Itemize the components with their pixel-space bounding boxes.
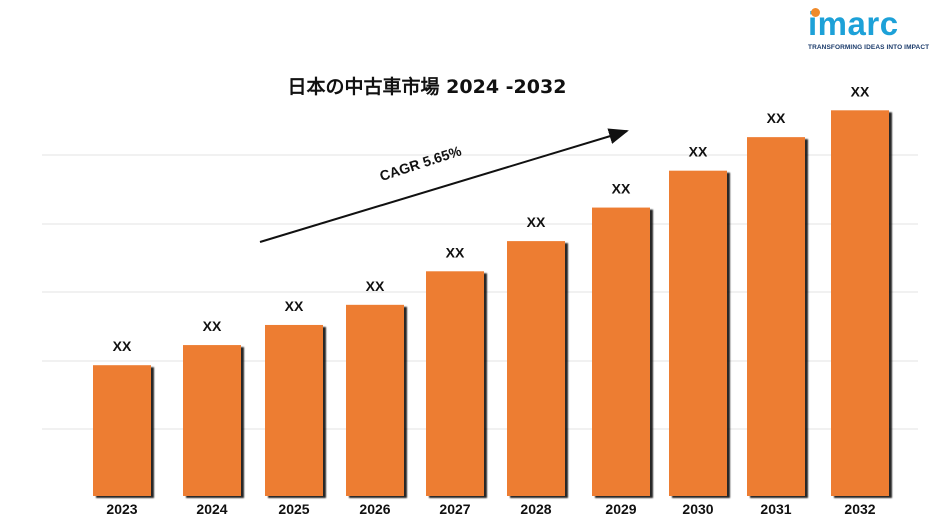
x-tick-2031: 2031 <box>760 501 791 517</box>
logo-dot <box>811 8 820 17</box>
data-labels: XX XX XX XX XX XX XX XX XX XX <box>113 83 870 354</box>
data-label-2023: XX <box>113 338 132 354</box>
chart-title: 日本の中古車市場 2024 -2032 <box>288 75 567 98</box>
x-tick-2028: 2028 <box>520 501 551 517</box>
data-label-2032: XX <box>851 83 870 99</box>
bar-2023 <box>93 365 151 496</box>
x-tick-2024: 2024 <box>196 501 227 517</box>
bar-2025 <box>265 324 323 496</box>
x-tick-2029: 2029 <box>605 501 636 517</box>
x-tick-2025: 2025 <box>278 501 309 517</box>
x-axis-ticks: 2023 2024 2025 2026 2027 2028 2029 2030 2031 2032 <box>106 501 875 517</box>
data-label-2028: XX <box>527 214 546 230</box>
cagr-arrow <box>259 128 629 243</box>
data-label-2025: XX <box>285 298 304 314</box>
data-label-2030: XX <box>689 144 708 160</box>
data-label-2029: XX <box>612 181 631 197</box>
bar-2024 <box>183 345 241 496</box>
cagr-annotation: CAGR 5.65% <box>378 142 464 184</box>
data-label-2031: XX <box>767 110 786 126</box>
bar-2030 <box>669 170 727 496</box>
bar-2031 <box>747 137 805 496</box>
bar-2027 <box>426 271 484 496</box>
x-tick-2027: 2027 <box>439 501 470 517</box>
logo-wordmark: imarc <box>808 5 899 42</box>
bar-2028 <box>507 241 565 496</box>
data-label-2026: XX <box>366 278 385 294</box>
bar-2026 <box>346 304 404 496</box>
x-tick-2023: 2023 <box>106 501 137 517</box>
data-label-2027: XX <box>446 244 465 260</box>
x-tick-2030: 2030 <box>682 501 713 517</box>
imarc-logo: imarc TRANSFORMING IDEAS INTO IMPACT <box>808 4 936 54</box>
data-label-2024: XX <box>203 318 222 334</box>
bar-2029 <box>592 207 650 497</box>
x-tick-2032: 2032 <box>844 501 875 517</box>
bar-2032 <box>831 110 889 497</box>
x-tick-2026: 2026 <box>359 501 390 517</box>
logo-tagline: TRANSFORMING IDEAS INTO IMPACT <box>808 44 930 51</box>
bars <box>93 110 889 497</box>
